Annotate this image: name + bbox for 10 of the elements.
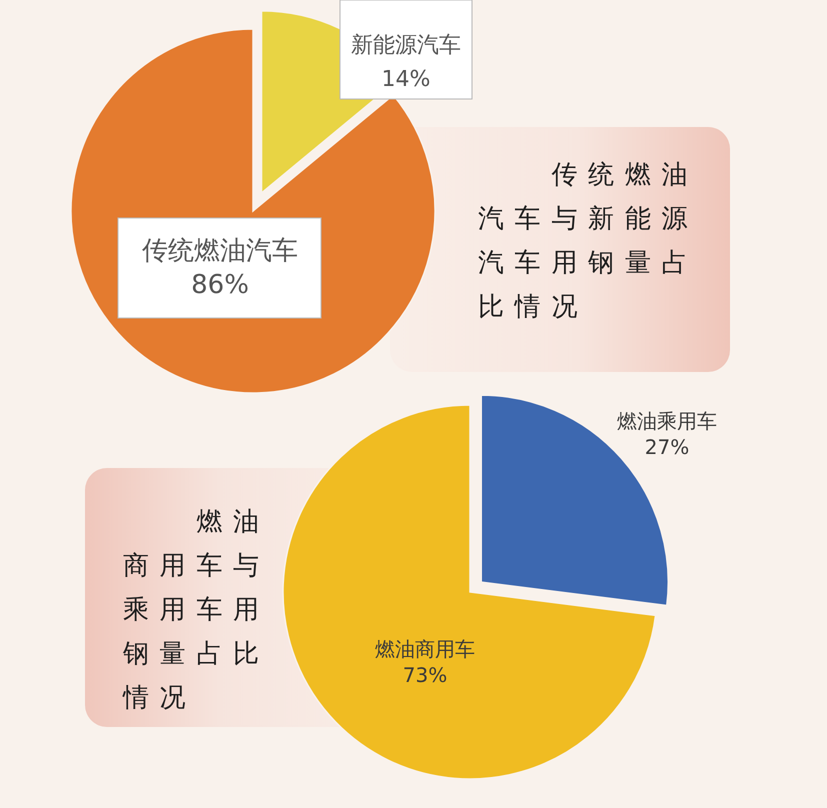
slice-label: 新能源汽车 [351,33,461,58]
slice-label: 燃油商用车 [375,637,475,661]
data-label: 27% [644,435,690,459]
text: 燃油商用车与乘用车用钢量占比情况 [123,506,271,715]
text: 传统燃油汽车与新能源汽车用钢量占比情况 [478,159,700,324]
data-label: 86% [191,270,249,300]
slice-label: 燃油乘用车 [617,409,717,433]
slice-label: 传统燃油汽车 [142,236,298,266]
data-label: 14% [382,67,430,92]
data-label: 73% [402,663,448,687]
